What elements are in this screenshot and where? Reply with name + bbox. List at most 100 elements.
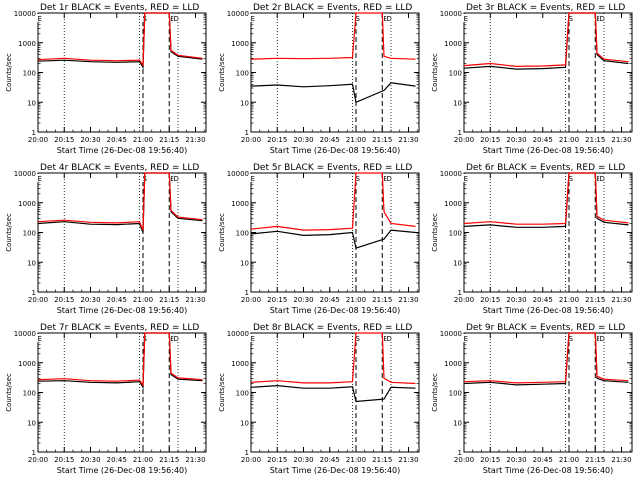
marker-label: D xyxy=(174,15,179,23)
marker-box xyxy=(599,334,606,342)
panel-title: Det 2r BLACK = Events, RED = LLD xyxy=(253,3,412,13)
marker-box xyxy=(386,334,393,342)
lld-series-line xyxy=(250,172,416,231)
marker-box xyxy=(595,14,602,22)
x-tick-label: 20:45 xyxy=(320,456,340,464)
events-series-line xyxy=(250,384,416,403)
y-tick-label: 1000 xyxy=(231,200,249,208)
x-tick-label: 21:15 xyxy=(372,136,392,144)
plot-frame xyxy=(37,12,207,133)
y-tick-label: 1000 xyxy=(18,40,36,48)
marker-box xyxy=(169,174,176,182)
x-tick-label: 20:15 xyxy=(480,456,500,464)
y-tick-label: 1 xyxy=(245,129,249,137)
y-tick-label: 100 xyxy=(23,70,36,78)
x-tick-label: 21:00 xyxy=(133,456,153,464)
y-axis-label: Counts/sec xyxy=(5,373,13,412)
marker-label: E xyxy=(251,15,255,23)
y-tick-label: 100 xyxy=(236,70,249,78)
y-tick-label: 10000 xyxy=(227,170,249,178)
x-tick-label: 20:15 xyxy=(267,296,287,304)
marker-label: E xyxy=(597,175,601,183)
x-tick-label: 20:45 xyxy=(533,136,553,144)
marker-label: D xyxy=(387,175,392,183)
x-tick-label: 21:00 xyxy=(346,136,366,144)
marker-box xyxy=(382,14,389,22)
y-tick-label: 10 xyxy=(453,419,462,427)
events-series-line xyxy=(37,332,203,390)
x-tick-label: 20:30 xyxy=(506,136,526,144)
events-series-line xyxy=(250,82,416,104)
plot-frame xyxy=(37,332,207,453)
panel-title: Det 3r BLACK = Events, RED = LLD xyxy=(466,3,625,13)
marker-box xyxy=(599,14,606,22)
panel-title: Det 5r BLACK = Events, RED = LLD xyxy=(253,163,412,173)
marker-label: D xyxy=(174,175,179,183)
marker-box xyxy=(36,174,43,182)
x-tick-label: 20:45 xyxy=(107,136,127,144)
x-tick-label: 21:30 xyxy=(611,456,631,464)
y-tick-label: 1 xyxy=(32,129,36,137)
x-tick-label: 21:15 xyxy=(159,456,179,464)
x-tick-label: 21:00 xyxy=(133,296,153,304)
y-tick-label: 10000 xyxy=(440,10,462,18)
y-tick-label: 10000 xyxy=(14,330,36,338)
x-tick-label: 20:00 xyxy=(241,136,261,144)
lld-series-line xyxy=(463,332,629,384)
marker-label: E xyxy=(171,175,175,183)
x-tick-label: 21:30 xyxy=(185,296,205,304)
detector-panel-8: Det 8r BLACK = Events, RED = LLD 1 10 100 10… xyxy=(218,323,420,475)
x-tick-label: 20:45 xyxy=(320,136,340,144)
marker-box xyxy=(382,174,389,182)
x-tick-label: 20:00 xyxy=(28,456,48,464)
marker-label: E xyxy=(38,15,42,23)
y-tick-label: 10 xyxy=(27,419,36,427)
y-tick-label: 1 xyxy=(245,289,249,297)
y-tick-label: 1000 xyxy=(444,360,462,368)
marker-box xyxy=(36,334,43,342)
x-tick-label: 20:15 xyxy=(54,296,74,304)
marker-box xyxy=(567,174,574,182)
y-tick-label: 1000 xyxy=(231,40,249,48)
x-tick-label: 21:00 xyxy=(346,296,366,304)
x-tick-label: 20:00 xyxy=(454,456,474,464)
x-tick-label: 20:15 xyxy=(54,136,74,144)
x-axis-label: Start Time (26-Dec-08 19:56:40) xyxy=(483,466,614,475)
detector-panel-7: Det 7r BLACK = Events, RED = LLD 1 10 100 10… xyxy=(5,323,207,475)
x-tick-label: 20:30 xyxy=(506,296,526,304)
marker-label: E xyxy=(384,335,388,343)
marker-box xyxy=(462,14,469,22)
x-tick-label: 20:30 xyxy=(506,456,526,464)
marker-label: D xyxy=(387,15,392,23)
x-tick-label: 20:45 xyxy=(320,296,340,304)
x-tick-label: 21:00 xyxy=(346,456,366,464)
marker-label: S xyxy=(356,175,361,183)
marker-box xyxy=(462,174,469,182)
y-tick-label: 10 xyxy=(240,419,249,427)
detector-panel-3: Det 3r BLACK = Events, RED = LLD 1 10 100 10… xyxy=(431,3,633,155)
y-tick-label: 10000 xyxy=(440,330,462,338)
y-tick-label: 1000 xyxy=(444,200,462,208)
marker-box xyxy=(595,174,602,182)
lld-series-line xyxy=(37,332,203,387)
x-tick-label: 21:15 xyxy=(585,136,605,144)
x-tick-label: 21:30 xyxy=(398,136,418,144)
x-tick-label: 20:00 xyxy=(28,296,48,304)
y-tick-label: 10 xyxy=(240,259,249,267)
marker-box xyxy=(354,174,361,182)
marker-label: E xyxy=(464,175,468,183)
y-tick-label: 1 xyxy=(32,449,36,457)
marker-box xyxy=(249,334,256,342)
marker-label: E xyxy=(171,335,175,343)
x-tick-label: 21:15 xyxy=(585,456,605,464)
x-tick-label: 20:15 xyxy=(267,136,287,144)
y-axis-label: Counts/sec xyxy=(218,213,226,252)
plot-frame xyxy=(250,172,420,293)
y-tick-label: 100 xyxy=(449,70,462,78)
x-tick-label: 21:00 xyxy=(559,456,579,464)
marker-box xyxy=(567,334,574,342)
x-axis-label: Start Time (26-Dec-08 19:56:40) xyxy=(57,466,188,475)
panel-title: Det 6r BLACK = Events, RED = LLD xyxy=(466,163,625,173)
y-tick-label: 1 xyxy=(245,449,249,457)
x-tick-label: 21:30 xyxy=(611,136,631,144)
